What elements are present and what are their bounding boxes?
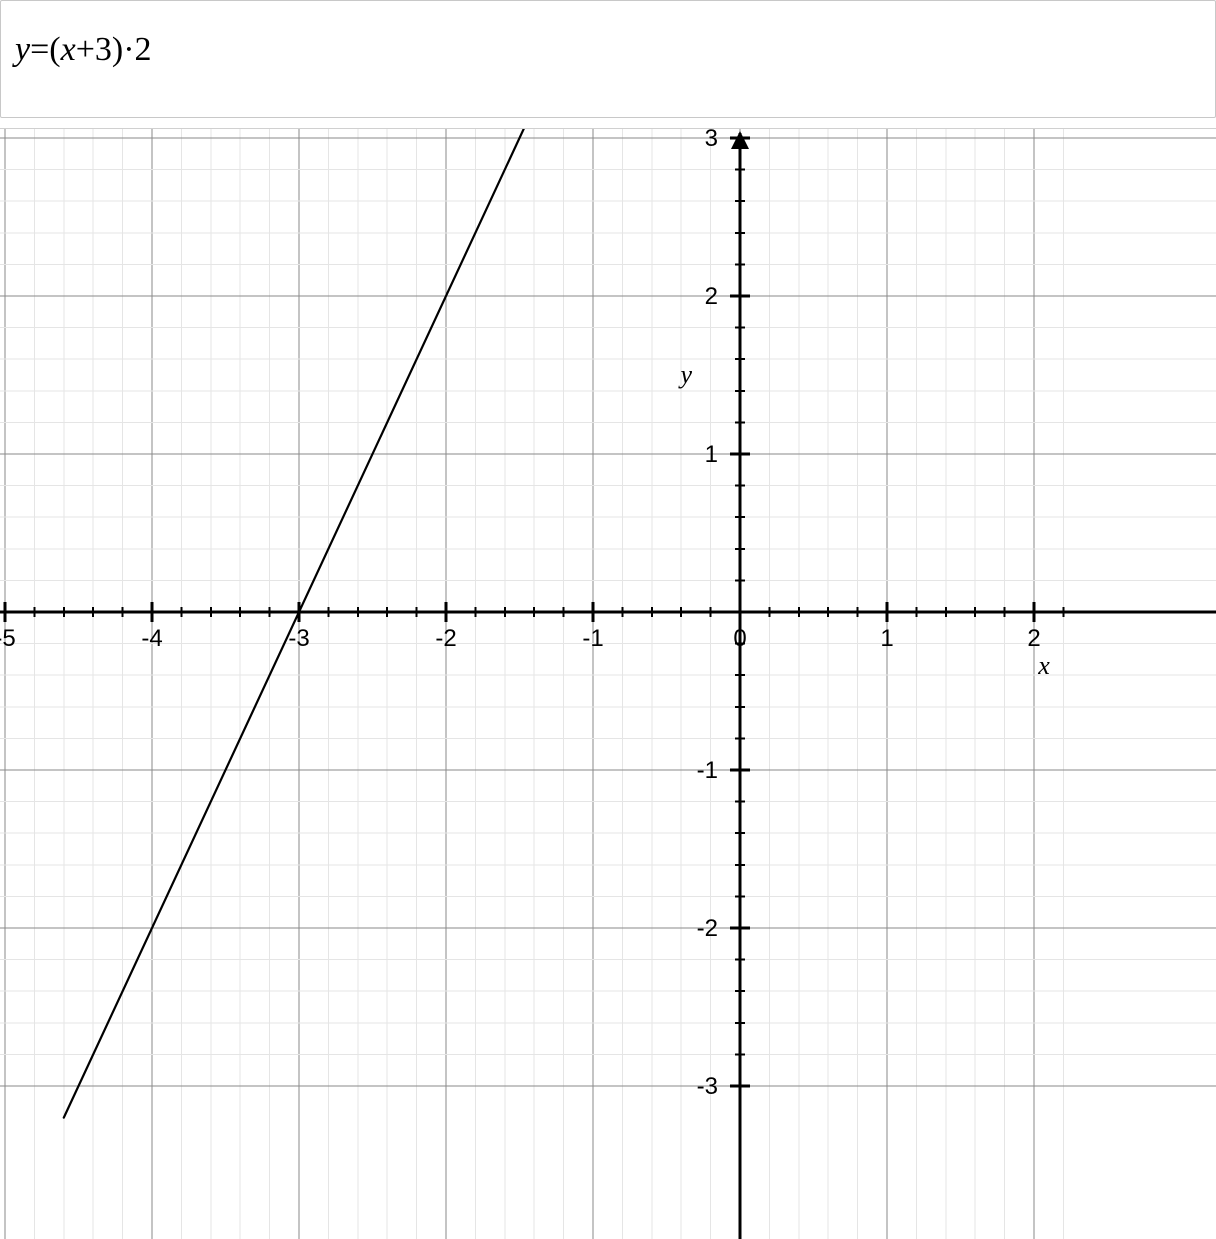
formula-close: ) xyxy=(112,31,123,68)
formula-open: ( xyxy=(49,31,60,68)
chart-svg: -5 -4 -3 -2 -1 0 1 2 -3 -2 -1 1 2 3 x y xyxy=(0,129,1216,1239)
y-tick-label: -3 xyxy=(697,1073,718,1100)
formula-two: 2 xyxy=(135,31,152,68)
y-tick-label: -2 xyxy=(697,915,718,942)
formula-bar: y=(x+3)·2 xyxy=(0,0,1216,118)
formula-eq: = xyxy=(30,31,49,68)
x-axis-label: x xyxy=(1037,651,1050,680)
x-tick-label: -1 xyxy=(582,625,603,652)
y-axis-label: y xyxy=(677,360,692,389)
formula-plus3: +3 xyxy=(76,31,112,68)
x-tick-label: -4 xyxy=(141,625,162,652)
x-tick-label: 1 xyxy=(880,625,893,652)
y-tick-label: 1 xyxy=(705,441,718,468)
x-tick-label: 2 xyxy=(1027,625,1040,652)
x-tick-label: 0 xyxy=(733,625,746,652)
formula-y: y xyxy=(15,31,30,68)
y-tick-label: 2 xyxy=(705,283,718,310)
formula-dot: · xyxy=(123,31,134,68)
chart-area[interactable]: -5 -4 -3 -2 -1 0 1 2 -3 -2 -1 1 2 3 x y xyxy=(0,128,1216,1238)
x-tick-label: -5 xyxy=(0,625,16,652)
x-tick-label: -3 xyxy=(288,625,309,652)
x-tick-label: -2 xyxy=(435,625,456,652)
y-tick-label: 3 xyxy=(705,129,718,152)
equation-display: y=(x+3)·2 xyxy=(15,31,152,69)
y-tick-label: -1 xyxy=(697,757,718,784)
formula-x: x xyxy=(61,31,76,68)
